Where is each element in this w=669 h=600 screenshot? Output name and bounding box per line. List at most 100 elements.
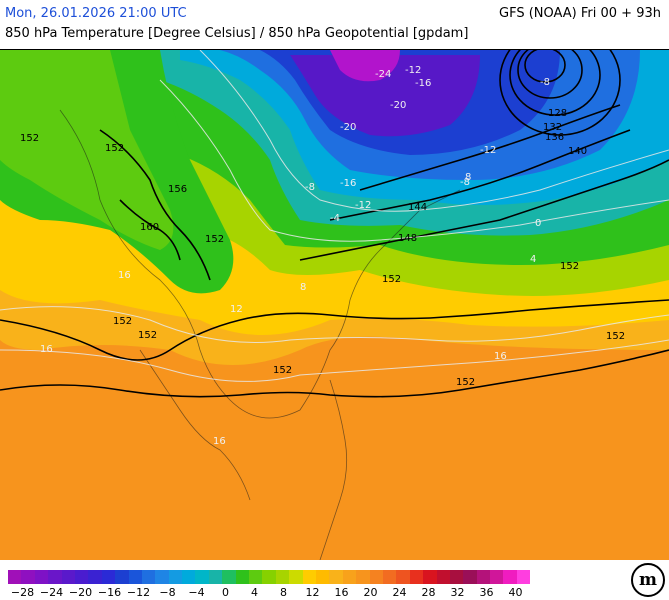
legend-swatch: [342, 570, 357, 584]
legend-swatch: [61, 570, 75, 584]
isohypse-128: [517, 50, 583, 99]
isotherm-16: [0, 339, 669, 382]
legend-swatch: [396, 570, 410, 584]
map-parameter-description: 850 hPa Temperature [Degree Celsius] / 8…: [5, 26, 469, 41]
legend-swatch: [436, 570, 450, 584]
legend-swatch: [516, 570, 531, 584]
legend-swatch: [490, 570, 504, 584]
legend-tick: 28: [421, 586, 436, 599]
legend-swatch: [369, 570, 383, 584]
coastline-southeast-asia: [139, 349, 251, 501]
isohypse-124: [524, 50, 566, 83]
temperature-label: -20: [340, 122, 356, 133]
legend-swatch: [182, 570, 196, 584]
isohypse-160-west: [119, 199, 181, 261]
isohypse-148: [299, 159, 669, 261]
model-run-info: GFS (NOAA) Fri 00 + 93h: [499, 6, 661, 21]
legend-tick: 8: [280, 586, 287, 599]
legend-color-bar: [8, 570, 531, 584]
legend-swatch: [101, 570, 116, 584]
legend-swatch: [141, 570, 156, 584]
legend-tick: 4: [251, 586, 258, 599]
geopotential-label: 152: [273, 365, 292, 376]
geopotential-label: 152: [382, 274, 401, 285]
legend-tick: −20: [68, 586, 93, 599]
legend-tick: −24: [39, 586, 64, 599]
legend-tick: 24: [392, 586, 407, 599]
legend-swatch: [74, 570, 89, 584]
legend-tick: 40: [508, 586, 523, 599]
logo-mark: m: [639, 570, 657, 590]
isotherm-minus4: [159, 79, 669, 242]
temperature-label: -16: [340, 178, 356, 189]
temperature-label: -16: [415, 78, 431, 89]
temperature-label: -4: [330, 213, 340, 224]
coastline-islands: [319, 379, 348, 560]
legend-swatch: [128, 570, 142, 584]
legend-swatch: [155, 570, 169, 584]
isohypse-136: [499, 50, 621, 136]
legend-swatch: [249, 570, 263, 584]
isotherm-12: [0, 306, 669, 343]
legend-tick-labels: −28 −24 −20 −16 −12 −8 −4 0 4 8 12 16 20 24 28 32 36 40: [8, 586, 530, 600]
geopotential-label: 128: [548, 108, 567, 119]
temperature-band-minus24: [330, 50, 400, 82]
geopotential-label: 152: [205, 234, 224, 245]
geopotential-label: 140: [568, 146, 587, 157]
temperature-label: -12: [355, 200, 371, 211]
geopotential-label: 152: [105, 143, 124, 154]
weather-map[interactable]: 152 152 152 152 156 160 152 152 152 152 …: [0, 49, 669, 561]
temperature-band-minus20: [290, 55, 480, 137]
temperature-label: 16: [213, 436, 226, 447]
meteologix-logo: m: [631, 563, 665, 597]
geopotential-label: 152: [456, 377, 475, 388]
legend-tick: 0: [222, 586, 229, 599]
temperature-label: 8: [465, 172, 471, 183]
legend-tick: −28: [10, 586, 35, 599]
isohypse-152-north: [0, 299, 669, 361]
geopotential-label: 156: [168, 184, 187, 195]
geopotential-label: 148: [398, 233, 417, 244]
map-header: Mon, 26.01.2026 21:00 UTC GFS (NOAA) Fri…: [0, 0, 669, 48]
legend-swatch: [195, 570, 209, 584]
legend-tick: 20: [363, 586, 378, 599]
legend-swatch: [262, 570, 276, 584]
temperature-label: -8: [305, 182, 315, 193]
legend-tick: −8: [159, 586, 176, 599]
color-legend: −28 −24 −20 −16 −12 −8 −4 0 4 8 12 16 20 24 28 32 36 40: [0, 560, 669, 600]
geopotential-label: 160: [140, 222, 159, 233]
legend-swatch: [235, 570, 250, 584]
legend-swatch: [463, 570, 477, 584]
legend-swatch: [34, 570, 49, 584]
legend-swatch: [449, 570, 464, 584]
legend-swatch: [115, 570, 129, 584]
legend-swatch: [168, 570, 183, 584]
isohypse-152-south: [0, 349, 669, 398]
legend-swatch: [289, 570, 303, 584]
geopotential-label: 152: [138, 330, 157, 341]
temperature-label-group: -24 -20 -16 -12 -12 -8 -8 -4 0 4 8 12 16…: [40, 65, 550, 447]
legend-swatch: [8, 570, 22, 584]
isotherm-minus8: [199, 50, 669, 212]
legend-tick: 16: [334, 586, 349, 599]
temperature-label: -12: [405, 65, 421, 76]
legend-tick: 12: [305, 586, 320, 599]
legend-tick: −12: [126, 586, 151, 599]
temperature-label: 16: [40, 344, 53, 355]
legend-swatch: [208, 570, 223, 584]
geopotential-label: 152: [20, 133, 39, 144]
isohypse-156-west: [99, 129, 211, 281]
geopotential-label-group: 152 152 152 152 156 160 152 152 152 152 …: [20, 108, 625, 388]
temperature-label: -8: [540, 77, 550, 88]
legend-swatch: [476, 570, 491, 584]
legend-swatch: [503, 570, 517, 584]
geopotential-label: 152: [606, 331, 625, 342]
legend-swatch: [382, 570, 397, 584]
temperature-label: 8: [300, 282, 306, 293]
temperature-label: 0: [535, 218, 541, 229]
forecast-datetime: Mon, 26.01.2026 21:00 UTC: [5, 6, 187, 21]
isohypse-140: [359, 104, 621, 191]
legend-swatch: [222, 570, 236, 584]
weather-map-canvas: 152 152 152 152 156 160 152 152 152 152 …: [0, 50, 669, 560]
temperature-label: -12: [480, 145, 496, 156]
